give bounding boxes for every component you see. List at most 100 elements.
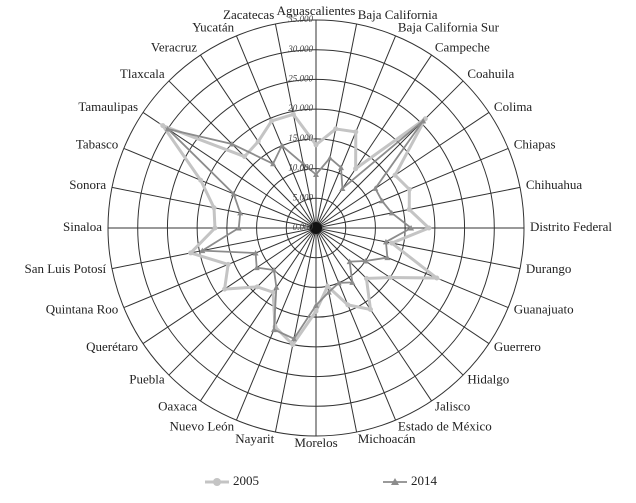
- point: [253, 264, 260, 271]
- category-label: Sinaloa: [63, 219, 102, 234]
- point: [420, 117, 427, 124]
- point: [235, 225, 242, 231]
- point: [325, 283, 331, 289]
- point: [338, 164, 345, 171]
- point: [326, 155, 333, 161]
- r-tick-label: 10.000: [288, 163, 313, 173]
- point: [349, 279, 356, 285]
- spoke: [123, 147, 317, 229]
- point: [392, 172, 398, 178]
- point: [325, 289, 332, 295]
- r-tick-label: 35.000: [287, 14, 313, 24]
- point: [346, 258, 353, 265]
- category-label: Zacatecas: [223, 7, 274, 22]
- category-label: Aguascalientes: [277, 3, 356, 18]
- r-tick-label: 25.000: [288, 73, 313, 83]
- category-label: Tabasco: [76, 136, 118, 151]
- point: [345, 302, 351, 308]
- category-label: Morelos: [294, 435, 337, 450]
- spoke: [315, 227, 490, 344]
- point: [313, 308, 319, 314]
- point: [434, 275, 440, 281]
- spoke: [235, 35, 317, 229]
- spoke: [168, 227, 317, 376]
- category-label: San Luis Potosí: [24, 261, 106, 276]
- point: [270, 289, 276, 295]
- spoke: [123, 227, 317, 309]
- category-label: Chihuahua: [526, 177, 583, 192]
- point: [188, 250, 194, 256]
- category-label: Baja California: [358, 7, 438, 22]
- point: [278, 142, 285, 149]
- r-tick-label: 0.000: [293, 222, 314, 232]
- category-label: Jalisco: [435, 399, 470, 414]
- spoke: [274, 23, 317, 229]
- spoke: [315, 227, 432, 402]
- category-label: Querétaro: [86, 339, 138, 354]
- point: [406, 186, 412, 192]
- point: [230, 190, 237, 197]
- spoke: [315, 147, 509, 229]
- point: [300, 160, 307, 167]
- center-dot: [310, 222, 322, 234]
- point: [222, 286, 228, 292]
- category-label: Puebla: [129, 372, 165, 387]
- category-label: Durango: [526, 261, 572, 276]
- point: [382, 238, 389, 245]
- category-label: Yucatán: [192, 19, 234, 34]
- spoke: [200, 227, 317, 402]
- point: [273, 284, 280, 290]
- category-label: Veracruz: [151, 39, 197, 54]
- point: [378, 197, 385, 204]
- point: [313, 142, 319, 148]
- point: [372, 185, 379, 191]
- spoke: [315, 80, 464, 229]
- r-tick-label: 15.000: [288, 133, 313, 143]
- point: [333, 126, 339, 132]
- legend-marker: [213, 478, 221, 486]
- point: [353, 166, 359, 172]
- r-tick-label: 30.000: [287, 44, 313, 54]
- point: [426, 225, 432, 231]
- r-tick-label: 5.000: [293, 192, 314, 202]
- point: [335, 279, 342, 286]
- point: [164, 125, 171, 132]
- spoke: [315, 186, 521, 229]
- point: [211, 205, 217, 211]
- point: [270, 326, 277, 333]
- point: [367, 307, 373, 313]
- spoke: [315, 227, 397, 421]
- spoke: [315, 23, 358, 229]
- category-label: Guanajuato: [514, 302, 574, 317]
- point: [290, 342, 296, 348]
- point: [353, 129, 359, 135]
- point: [313, 302, 319, 308]
- category-label: Colima: [494, 99, 533, 114]
- point: [387, 275, 393, 281]
- category-label: Hidalgo: [467, 372, 509, 387]
- category-label: Baja California Sur: [398, 19, 500, 34]
- spoke: [315, 227, 509, 309]
- category-label: Chiapas: [514, 136, 556, 151]
- point: [198, 177, 204, 183]
- category-label: Quintana Roo: [46, 302, 119, 317]
- spoke: [142, 227, 317, 344]
- spoke: [142, 112, 317, 229]
- category-label: Coahuila: [467, 66, 514, 81]
- point: [160, 123, 166, 129]
- legend-label: 2005: [233, 473, 259, 488]
- point: [290, 335, 297, 342]
- point: [363, 275, 369, 281]
- point: [255, 139, 261, 145]
- category-label: Guerrero: [494, 339, 541, 354]
- category-label: Campeche: [435, 39, 490, 54]
- category-label: Estado de México: [398, 419, 492, 434]
- point: [228, 140, 235, 147]
- spoke: [315, 227, 358, 433]
- legend-marker: [391, 478, 399, 485]
- point: [408, 225, 415, 231]
- point: [362, 258, 369, 264]
- spoke: [315, 227, 521, 270]
- spoke: [315, 227, 464, 376]
- spoke: [315, 112, 490, 229]
